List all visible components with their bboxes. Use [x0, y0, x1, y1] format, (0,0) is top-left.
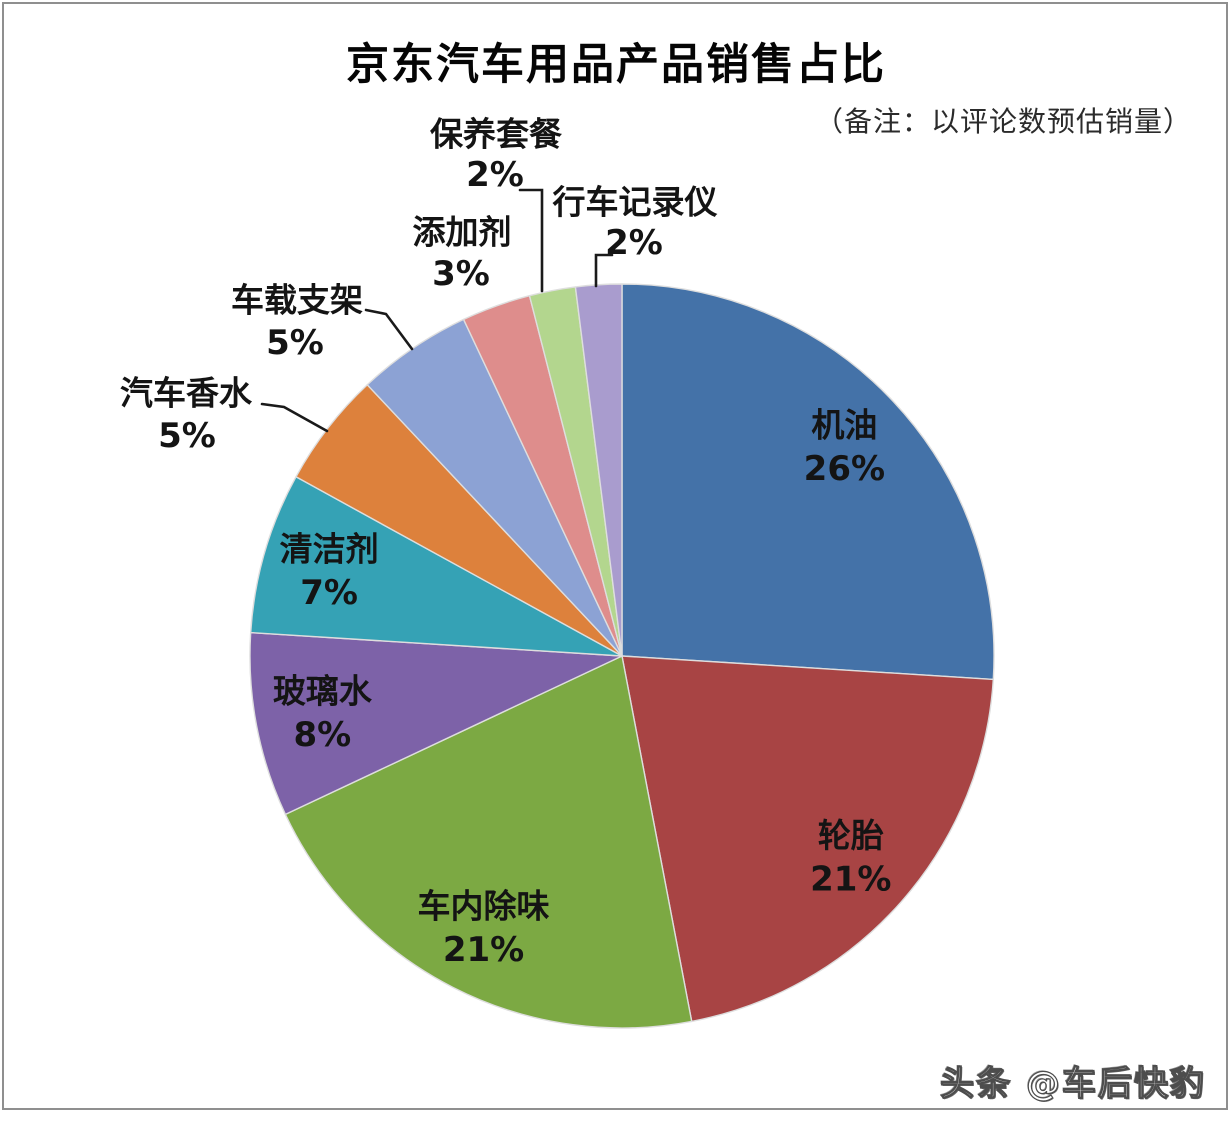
leader-line-9: [594, 253, 614, 288]
slice-label-name-3: 玻璃水: [273, 672, 373, 711]
leader-line-5: [260, 402, 329, 433]
pie-slice-9: [574, 283, 623, 657]
chart-note: （备注：以评论数预估销量）: [814, 105, 1192, 138]
slice-label-name-0: 机油: [811, 406, 877, 445]
slice-label-pct-5: 5%: [158, 416, 216, 456]
pie-slice-1: [621, 655, 994, 1023]
slice-label-name-2: 车内除味: [418, 886, 550, 925]
slice-label-pct-0: 26%: [804, 449, 885, 489]
slice-label-name-8: 保养套餐: [430, 115, 563, 154]
slice-label-name-6: 车载支架: [231, 281, 363, 320]
slice-label-name-1: 轮胎: [818, 816, 884, 855]
pie-slice-3: [249, 631, 623, 816]
slice-label-pct-8: 2%: [466, 155, 524, 195]
slice-label-pct-3: 8%: [293, 715, 351, 755]
slice-label-name-5: 汽车香水: [120, 374, 253, 413]
slice-label-name-9: 行车记录仪: [552, 183, 718, 222]
watermark: 头条 @车后快豹: [940, 1063, 1206, 1104]
slice-label-pct-4: 7%: [300, 573, 358, 613]
slice-label-name-4: 清洁剂: [280, 529, 379, 568]
slice-label-name-7: 添加剂: [413, 213, 512, 252]
slice-label-pct-6: 5%: [266, 323, 324, 363]
leader-line-8: [518, 188, 544, 293]
chart-title: 京东汽车用品产品销售占比: [346, 40, 886, 90]
slice-label-pct-7: 3%: [432, 254, 490, 294]
pie-slice-2: [284, 655, 693, 1029]
slice-label-pct-2: 21%: [443, 930, 524, 970]
slice-label-pct-9: 2%: [605, 223, 663, 263]
pie-slice-4: [250, 476, 623, 657]
leader-line-6: [364, 308, 414, 351]
slice-label-pct-1: 21%: [810, 860, 891, 900]
pie-slice-0: [621, 283, 995, 681]
